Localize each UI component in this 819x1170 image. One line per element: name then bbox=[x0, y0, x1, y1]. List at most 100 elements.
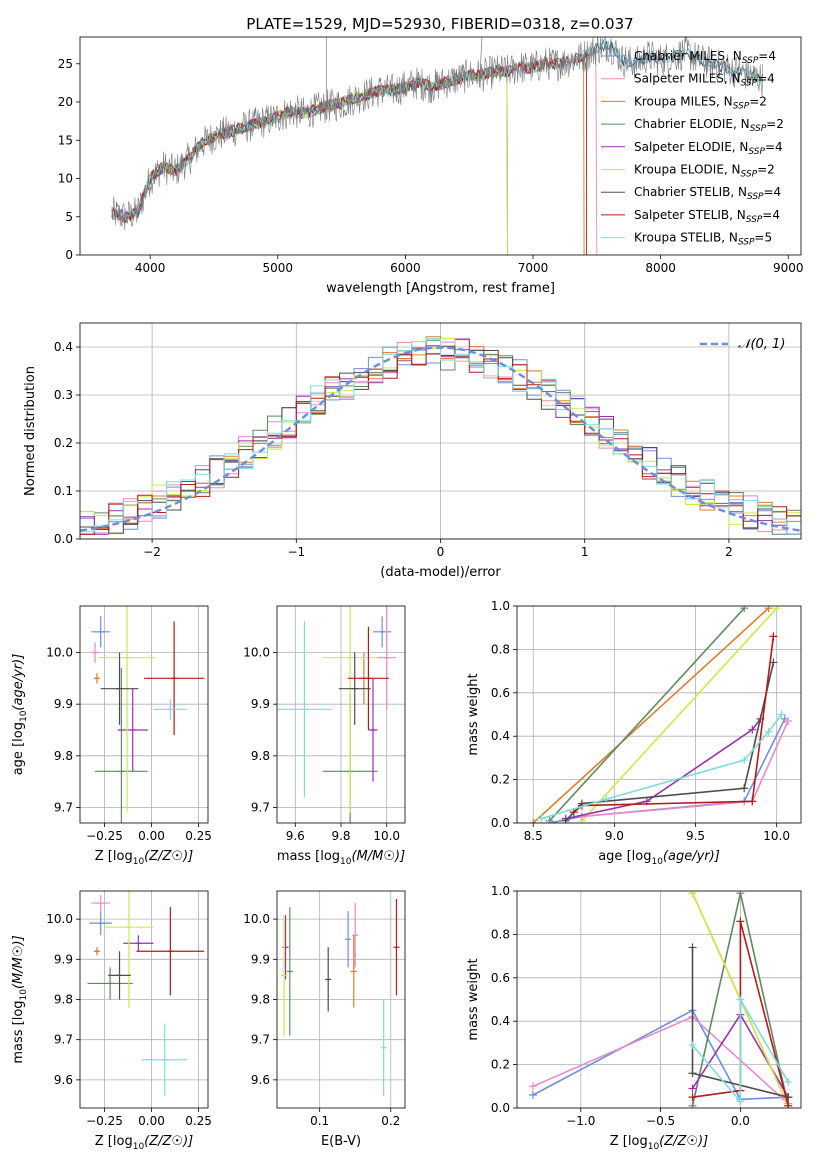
y-tick-label: 1.0 bbox=[491, 599, 510, 613]
label-part: E(B-V) bbox=[321, 1134, 361, 1149]
x-tick-label: 0.1 bbox=[310, 1114, 329, 1128]
label-part: log bbox=[628, 1134, 648, 1149]
plus-marker bbox=[736, 995, 745, 1004]
x-tick-label: 6000 bbox=[390, 261, 421, 275]
label-part: mass [ bbox=[11, 1020, 26, 1063]
legend-text: Chabrier MILES, N bbox=[634, 49, 742, 63]
normal-curve bbox=[80, 346, 801, 532]
x-tick-label: 9.0 bbox=[605, 829, 624, 843]
y-tick-label: 0.4 bbox=[54, 340, 73, 354]
y-tick-label: 0.2 bbox=[491, 773, 510, 787]
y-tick-label: 0.4 bbox=[491, 1014, 510, 1028]
y-tick-label: 10 bbox=[58, 172, 73, 186]
label-part: (Z/Z☉)] bbox=[144, 849, 193, 864]
axes-frame bbox=[79, 890, 209, 1109]
y-axis-label: mass weight bbox=[466, 673, 481, 755]
spectrum-spike bbox=[479, 37, 483, 87]
label-part: log bbox=[320, 849, 340, 864]
x-tick-label: −0.5 bbox=[646, 1114, 675, 1128]
plus-marker bbox=[777, 710, 786, 719]
y-tick-label: 9.9 bbox=[54, 952, 73, 966]
mass-weight-line bbox=[565, 662, 775, 822]
label-subscript: 10 bbox=[19, 989, 29, 1001]
legend-label: Kroupa STELIB, NSSP=5 bbox=[634, 231, 772, 248]
y-tick-label: 25 bbox=[58, 57, 73, 71]
spectrum-data-line bbox=[111, 37, 763, 231]
legend-subscript: SSP bbox=[750, 124, 767, 134]
x-tick-label: 0 bbox=[437, 545, 445, 559]
plus-marker bbox=[740, 756, 749, 765]
y-tick-label: 0.4 bbox=[491, 729, 510, 743]
plot-area bbox=[111, 37, 764, 255]
mass-weight-line bbox=[548, 607, 745, 822]
x-axis-label: Z [log10(Z/Z☉)] bbox=[95, 1134, 193, 1152]
mass-weight-line bbox=[691, 996, 789, 1104]
label-part: Z [ bbox=[610, 1134, 628, 1149]
x-axis-label: Z [log10(Z/Z☉)] bbox=[610, 1134, 708, 1152]
label-part: log bbox=[632, 849, 652, 864]
plus-marker bbox=[688, 1101, 697, 1108]
legend-text: =4 bbox=[757, 72, 775, 86]
legend-subscript: SSP bbox=[733, 101, 750, 111]
legend-text: =4 bbox=[758, 49, 776, 63]
label-subscript: 10 bbox=[651, 857, 663, 867]
axes-frame bbox=[276, 890, 406, 1109]
x-tick-label: 9.5 bbox=[686, 829, 705, 843]
plus-marker bbox=[688, 1084, 697, 1093]
y-tick-label: 0.8 bbox=[491, 927, 510, 941]
x-tick-label: −0.25 bbox=[86, 829, 123, 843]
panel-mass-vs-Z: −0.25 0.00 0.259.69.79.89.910.0Z [log10(Z/… bbox=[11, 890, 212, 1152]
x-tick-label: 4000 bbox=[135, 261, 166, 275]
plus-marker bbox=[748, 797, 757, 806]
legend-text: Salpeter STELIB, N bbox=[634, 208, 746, 222]
mass-weight-line bbox=[565, 718, 762, 820]
legend-text: =2 bbox=[766, 117, 784, 131]
y-tick-label: 0.1 bbox=[54, 484, 73, 498]
plus-marker bbox=[784, 1101, 793, 1108]
plus-marker bbox=[748, 725, 757, 734]
legend-subscript: SSP bbox=[738, 238, 755, 248]
y-axis-label: mass [log10(M/M☉)] bbox=[11, 935, 29, 1063]
x-tick-label: 5000 bbox=[263, 261, 294, 275]
plus-marker bbox=[740, 784, 749, 793]
plus-marker bbox=[528, 1090, 537, 1099]
legend-label: Chabrier STELIB, NSSP=4 bbox=[634, 185, 781, 202]
y-tick-label: 15 bbox=[58, 133, 73, 147]
legend-subscript: SSP bbox=[748, 147, 765, 157]
label-part: log bbox=[113, 1134, 133, 1149]
panel-mass-weight-vs-Z: −1.0 −0.5 0.0 0.0 0.2 0.4 0.6 0.8 1.0 Z [log10(Z/… bbox=[466, 884, 802, 1152]
label-part: (Z/Z☉)] bbox=[659, 1134, 708, 1149]
y-tick-label: 0.2 bbox=[54, 436, 73, 450]
y-tick-label: 9.9 bbox=[251, 952, 270, 966]
plus-marker bbox=[764, 727, 773, 736]
y-tick-label: 9.8 bbox=[54, 993, 73, 1007]
y-tick-label: 0.6 bbox=[491, 971, 510, 985]
x-axis-label: age [log10(age/yr)] bbox=[598, 849, 720, 867]
x-tick-label: 0.25 bbox=[185, 1114, 212, 1128]
y-axis-label: age [log10(age/yr)] bbox=[11, 654, 29, 776]
plot-area bbox=[281, 899, 400, 1096]
y-tick-label: 9.7 bbox=[54, 801, 73, 815]
label-part: age [ bbox=[598, 849, 631, 864]
plot-area bbox=[528, 891, 793, 1108]
y-tick-label: 20 bbox=[58, 95, 73, 109]
plus-marker bbox=[688, 1069, 697, 1078]
plus-marker bbox=[764, 606, 773, 613]
label-subscript: 10 bbox=[133, 857, 145, 867]
axes-frame bbox=[79, 36, 802, 256]
x-tick-label: 0.2 bbox=[381, 1114, 400, 1128]
label-part: (Z/Z☉)] bbox=[144, 1134, 193, 1149]
plus-marker bbox=[688, 1041, 697, 1050]
legend-subscript: SSP bbox=[747, 192, 764, 202]
axes-frame bbox=[516, 890, 802, 1109]
plus-marker bbox=[545, 819, 554, 823]
legend-label: Chabrier ELODIE, NSSP=2 bbox=[634, 117, 784, 134]
legend-text: Kroupa ELODIE, N bbox=[634, 163, 741, 177]
x-axis-label: wavelength [Angstrom, rest frame] bbox=[326, 281, 555, 296]
plus-marker bbox=[769, 632, 778, 641]
label-part: (data-model)/error bbox=[380, 565, 501, 580]
x-tick-label: −1 bbox=[287, 545, 305, 559]
x-tick-label: 0.00 bbox=[138, 829, 165, 843]
x-tick-label: −2 bbox=[143, 545, 161, 559]
